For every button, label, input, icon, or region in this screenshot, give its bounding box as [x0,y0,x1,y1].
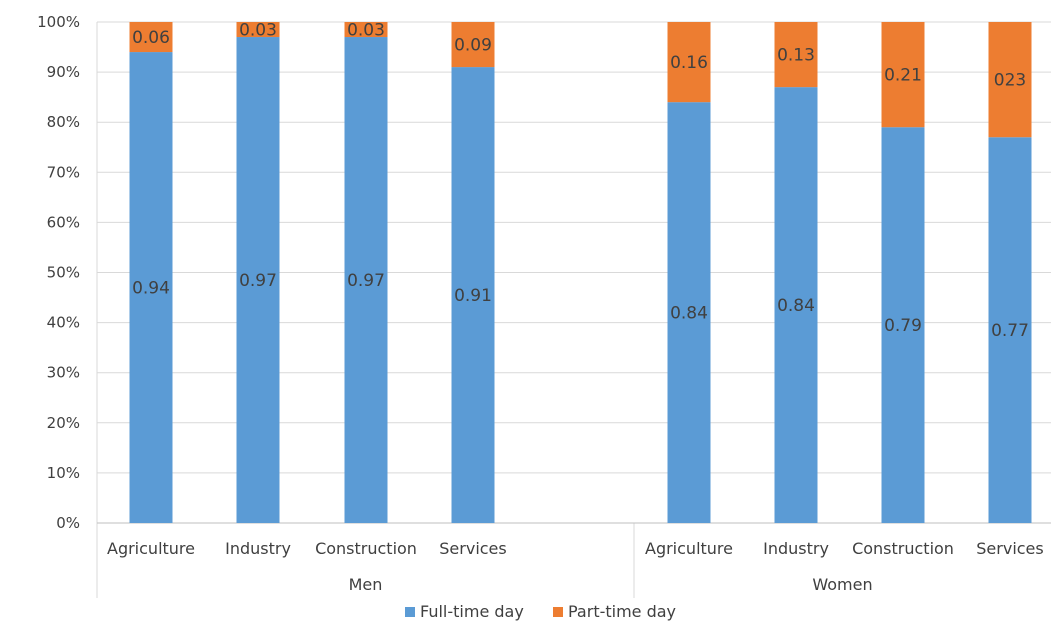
x-category-label: Services [976,539,1043,558]
y-tick-label: 30% [47,364,80,382]
bar-part-time-day [667,22,711,103]
y-tick-label: 100% [37,13,80,31]
bar-full-time-day [451,67,495,523]
bar-part-time-day [236,22,280,38]
x-category-label: Industry [763,539,829,558]
data-label-part-time-day: 0.16 [670,53,708,73]
data-label-part-time-day: 0.03 [239,21,277,41]
x-group-label: Men [349,575,383,594]
y-tick-label: 90% [47,63,80,81]
data-label-part-time-day: 0.06 [132,28,170,48]
data-label-part-time-day: 0.03 [347,21,385,41]
y-tick-label: 50% [47,264,80,282]
x-group-label: Women [812,575,872,594]
data-label-part-time-day: 0.21 [884,66,922,86]
x-category-label: Services [439,539,506,558]
bar-full-time-day [988,137,1032,524]
y-tick-label: 0% [56,514,80,532]
legend-label-full-time-day: Full-time day [420,602,524,621]
bar-full-time-day [236,37,280,523]
y-tick-label: 60% [47,213,80,231]
data-label-part-time-day: 023 [994,71,1026,91]
bar-part-time-day [129,22,173,53]
y-tick-label: 70% [47,163,80,181]
bar-full-time-day [129,52,173,524]
y-tick-label: 40% [47,314,80,332]
data-label-part-time-day: 0.13 [777,46,815,66]
data-label-full-time-day: 0.84 [777,296,815,316]
bar-part-time-day [774,22,818,88]
x-category-label: Agriculture [107,539,195,558]
legend-label-part-time-day: Part-time day [568,602,676,621]
bar-full-time-day [774,87,818,523]
data-label-full-time-day: 0.77 [991,321,1029,341]
x-category-label: Industry [225,539,291,558]
bar-part-time-day [344,22,388,38]
data-label-full-time-day: 0.91 [454,286,492,306]
y-tick-label: 20% [47,414,80,432]
y-tick-label: 80% [47,113,80,131]
data-label-full-time-day: 0.79 [884,316,922,336]
data-label-full-time-day: 0.94 [132,279,170,299]
y-tick-label: 10% [47,464,80,482]
data-label-part-time-day: 0.09 [454,36,492,56]
legend-swatch-full-time-day [405,607,415,617]
x-category-label: Construction [315,539,417,558]
bar-part-time-day [988,22,1032,138]
legend-swatch-part-time-day [553,607,563,617]
bar-part-time-day [451,22,495,68]
data-label-full-time-day: 0.97 [239,271,277,291]
data-label-full-time-day: 0.84 [670,304,708,324]
data-label-full-time-day: 0.97 [347,271,385,291]
bar-full-time-day [344,37,388,523]
bar-full-time-day [881,127,925,524]
x-category-label: Agriculture [645,539,733,558]
x-category-label: Construction [852,539,954,558]
bar-part-time-day [881,22,925,128]
bar-full-time-day [667,102,711,523]
